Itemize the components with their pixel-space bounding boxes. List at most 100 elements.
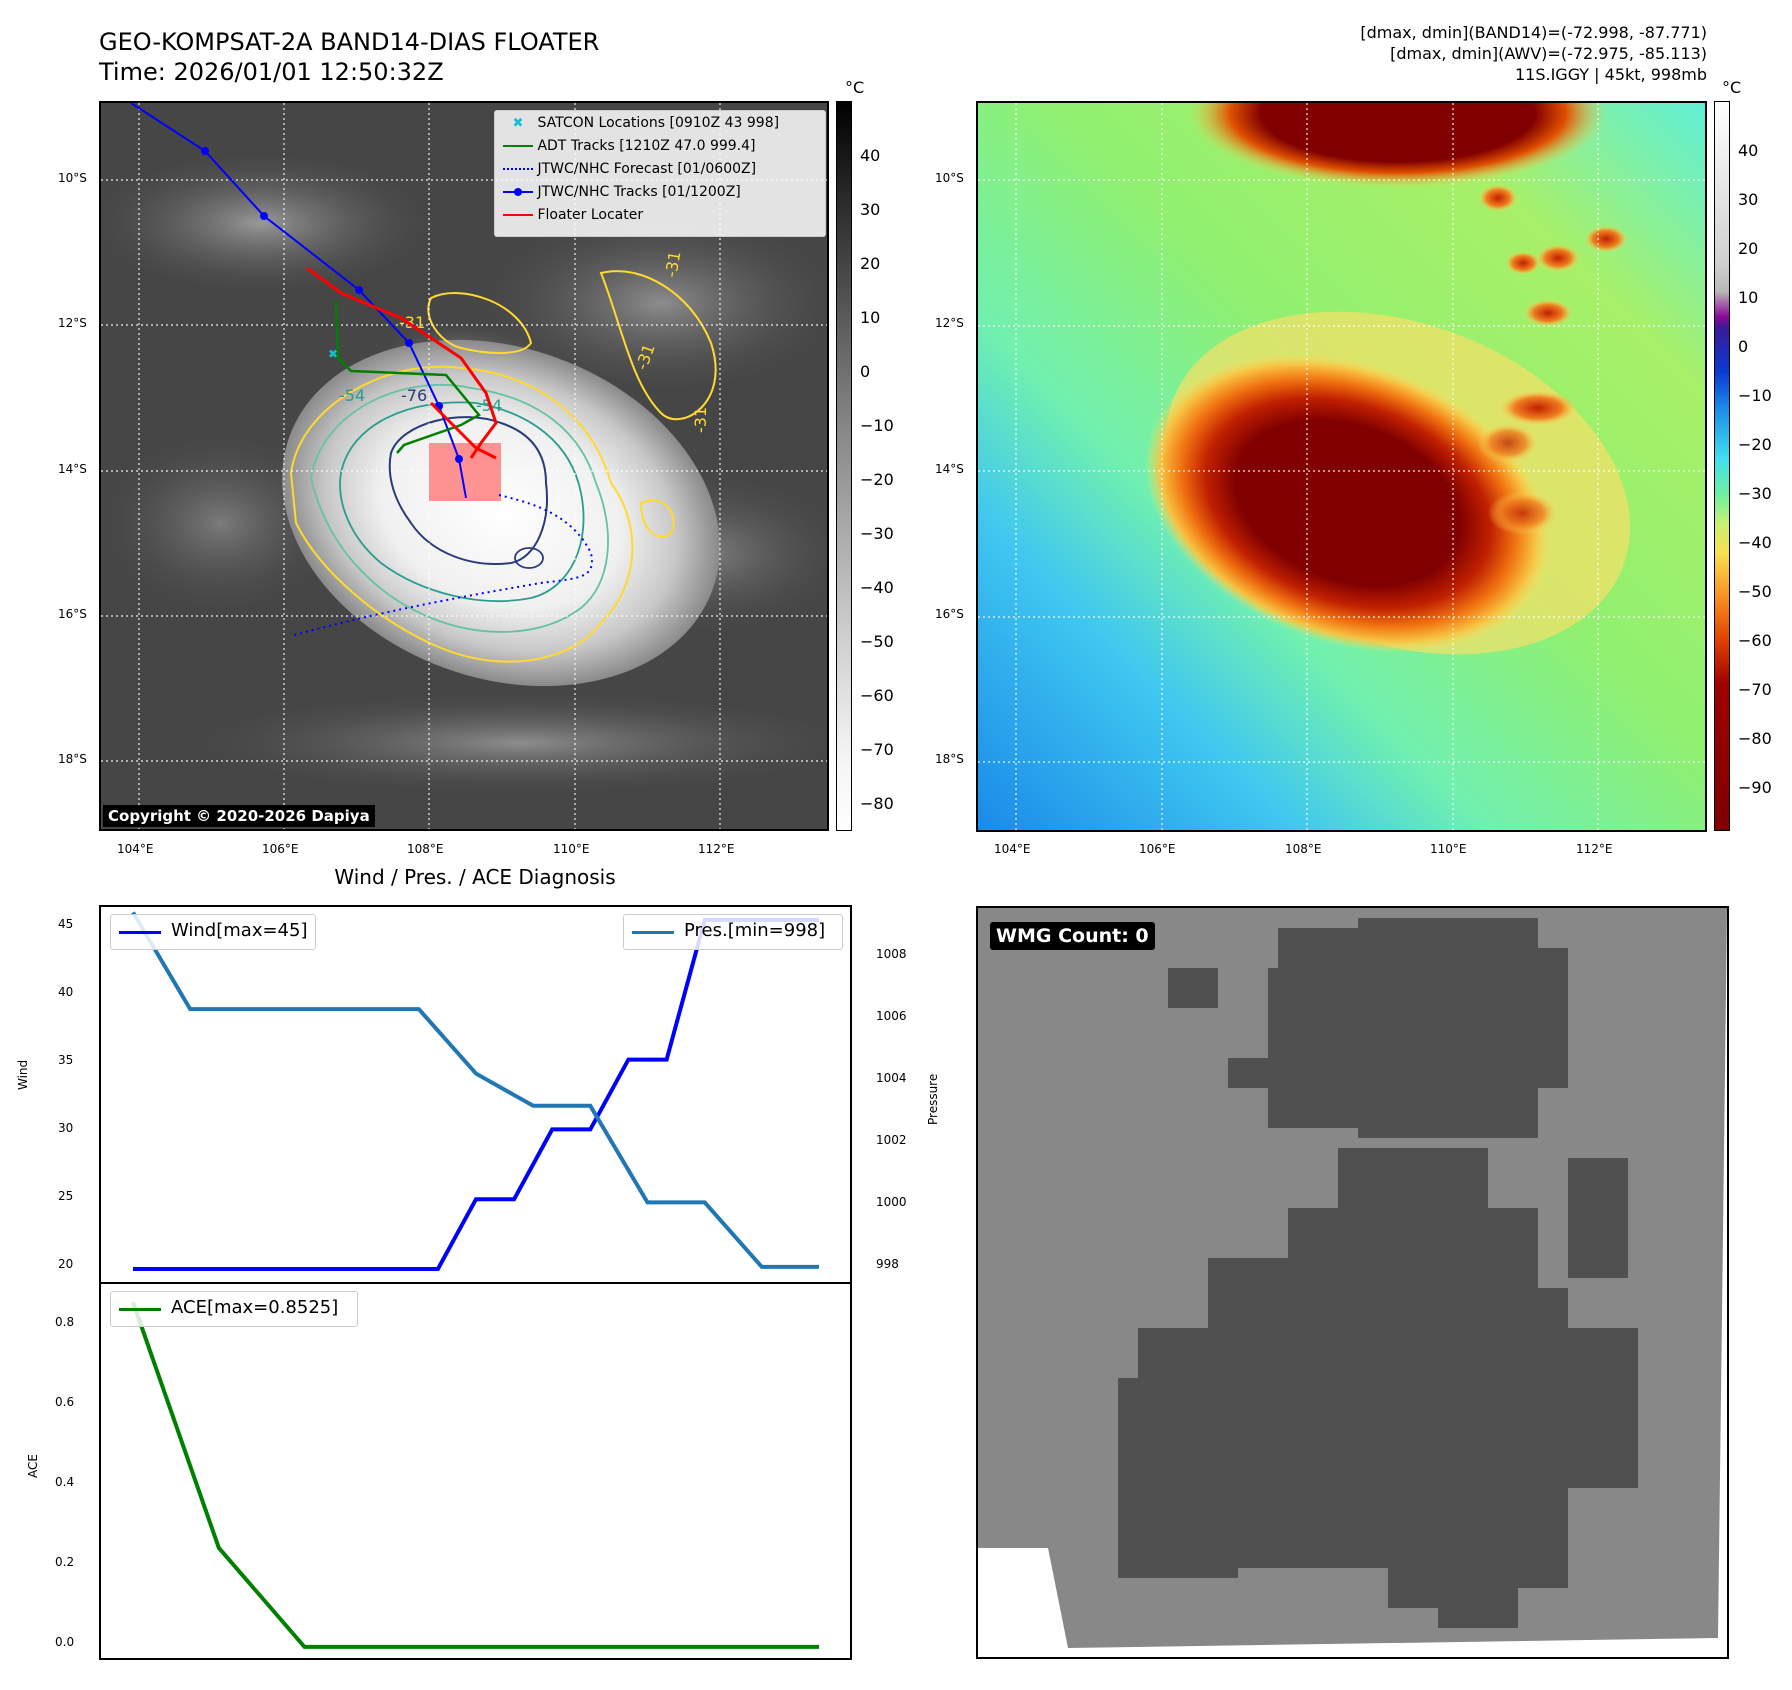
info-line3: 11S.IGGY | 45kt, 998mb [1514, 65, 1707, 84]
color-cbar-tick: −80 [1738, 729, 1772, 748]
gray-cbar-tick: −50 [860, 632, 894, 651]
diagnosis-title: Wind / Pres. / ACE Diagnosis [334, 865, 616, 889]
wind-tick: 20 [58, 1257, 74, 1271]
ace-tick: 0.0 [55, 1635, 75, 1649]
legend-satcon: ✖ SATCON Locations [0910Z 43 998] [503, 115, 780, 131]
ace-tick: 0.8 [55, 1315, 75, 1329]
contour-label: -31 [691, 407, 710, 433]
wmg-svg [978, 908, 1727, 1648]
wind-line-path [133, 918, 819, 1271]
line-swatch-icon [503, 145, 533, 147]
color-cbar-tick: −70 [1738, 680, 1772, 699]
color-cbar-tick: −20 [1738, 435, 1772, 454]
gray-cbar-tick: −10 [860, 416, 894, 435]
info-line2: [dmax, dmin](AWV)=(-72.975, -85.113) [1390, 44, 1707, 63]
pressure-series [131, 911, 819, 1269]
gray-cbar-tick: 40 [860, 146, 881, 165]
awv-color-map [976, 101, 1707, 832]
ace-line-path [131, 1301, 819, 1649]
legend-label: Floater Locater [537, 207, 644, 223]
lon-label: 106°E [1139, 842, 1176, 856]
lat-label: 18°S [58, 752, 87, 766]
line-swatch-icon [119, 931, 161, 934]
wind-tick: 35 [58, 1053, 74, 1067]
lat-label: 12°S [935, 316, 964, 330]
line-swatch-icon [119, 1308, 161, 1311]
ace-tick: 0.2 [55, 1555, 75, 1569]
pressure-tick: 1008 [876, 947, 907, 961]
wind-tick: 40 [58, 985, 74, 999]
wind-tick: 45 [58, 917, 74, 931]
lat-label: 16°S [935, 607, 964, 621]
wind-tick: 25 [58, 1189, 74, 1203]
color-cbar-tick: −10 [1738, 386, 1772, 405]
gray-cbar-tick: −30 [860, 524, 894, 543]
copyright-label: Copyright © 2020-2026 Dapiya [103, 805, 375, 827]
color-cbar-tick: −50 [1738, 582, 1772, 601]
map-legend: ✖ SATCON Locations [0910Z 43 998] ADT Tr… [494, 110, 826, 237]
color-colorbar [1714, 101, 1730, 831]
lat-label: 14°S [58, 462, 87, 476]
contour-label: -76 [401, 386, 427, 405]
pressure-tick: 1002 [876, 1133, 907, 1147]
legend-label: JTWC/NHC Forecast [01/0600Z] [537, 161, 757, 177]
color-cbar-tick: 10 [1738, 288, 1759, 307]
legend-label: Pres.[min=998] [684, 920, 826, 941]
color-cbar-tick: −90 [1738, 778, 1772, 797]
contour-label: -31 [661, 250, 684, 279]
gray-cbar-tick: −20 [860, 470, 894, 489]
wind-series [133, 918, 819, 1271]
figure-title-line1: GEO-KOMPSAT-2A BAND14-DIAS FLOATER [99, 28, 600, 56]
color-cbar-tick: 20 [1738, 239, 1759, 258]
legend-tracks: JTWC/NHC Tracks [01/1200Z] [503, 184, 741, 200]
x-marker-icon: ✖ [512, 116, 524, 131]
gray-colorbar [836, 101, 852, 831]
svg-text:✖: ✖ [328, 347, 338, 361]
pres-line-path [131, 911, 819, 1269]
color-colorbar-unit: °C [1722, 78, 1742, 97]
ace-legend: ACE[max=0.8525] [110, 1291, 358, 1327]
ace-series [131, 1301, 819, 1649]
gray-cbar-tick: 20 [860, 254, 881, 273]
lon-label: 110°E [553, 842, 590, 856]
pressure-legend: Pres.[min=998] [623, 914, 843, 950]
lon-label: 106°E [262, 842, 299, 856]
gray-cbar-tick: −80 [860, 794, 894, 813]
legend-label: ACE[max=0.8525] [171, 1297, 339, 1318]
awv-map-svg [978, 103, 1705, 830]
lon-label: 112°E [698, 842, 735, 856]
gray-cbar-tick: −40 [860, 578, 894, 597]
lon-label: 112°E [1576, 842, 1613, 856]
lat-label: 10°S [58, 171, 87, 185]
lat-label: 14°S [935, 462, 964, 476]
gray-colorbar-unit: °C [845, 78, 865, 97]
color-cbar-tick: 40 [1738, 141, 1759, 160]
legend-label: Wind[max=45] [171, 920, 308, 941]
lon-label: 104°E [994, 842, 1031, 856]
color-cbar-tick: 0 [1738, 337, 1749, 356]
pressure-tick: 998 [876, 1257, 899, 1271]
contour-label: -54 [339, 386, 365, 405]
pressure-axis-label: Pressure [926, 1073, 940, 1125]
lat-label: 10°S [935, 171, 964, 185]
gray-cbar-tick: 30 [860, 200, 881, 219]
legend-label: SATCON Locations [0910Z 43 998] [537, 115, 780, 131]
lat-label: 12°S [58, 316, 87, 330]
legend-forecast: JTWC/NHC Forecast [01/0600Z] [503, 161, 756, 177]
legend-floater: Floater Locater [503, 207, 643, 223]
legend-adt: ADT Tracks [1210Z 47.0 999.4] [503, 138, 756, 154]
lon-label: 108°E [1285, 842, 1322, 856]
dotted-line-swatch-icon [503, 168, 533, 170]
wmg-count-label: WMG Count: 0 [990, 922, 1155, 950]
pressure-tick: 1006 [876, 1009, 907, 1023]
wind-axis-label: Wind [16, 1059, 30, 1090]
wind-legend: Wind[max=45] [110, 914, 316, 950]
pressure-tick: 1000 [876, 1195, 907, 1209]
lon-label: 110°E [1430, 842, 1467, 856]
color-cbar-tick: −40 [1738, 533, 1772, 552]
legend-label: JTWC/NHC Tracks [01/1200Z] [537, 184, 741, 200]
figure-title-line2: Time: 2026/01/01 12:50:32Z [99, 58, 444, 86]
pressure-tick: 1004 [876, 1071, 907, 1085]
gray-cbar-tick: 0 [860, 362, 871, 381]
ace-tick: 0.6 [55, 1395, 75, 1409]
